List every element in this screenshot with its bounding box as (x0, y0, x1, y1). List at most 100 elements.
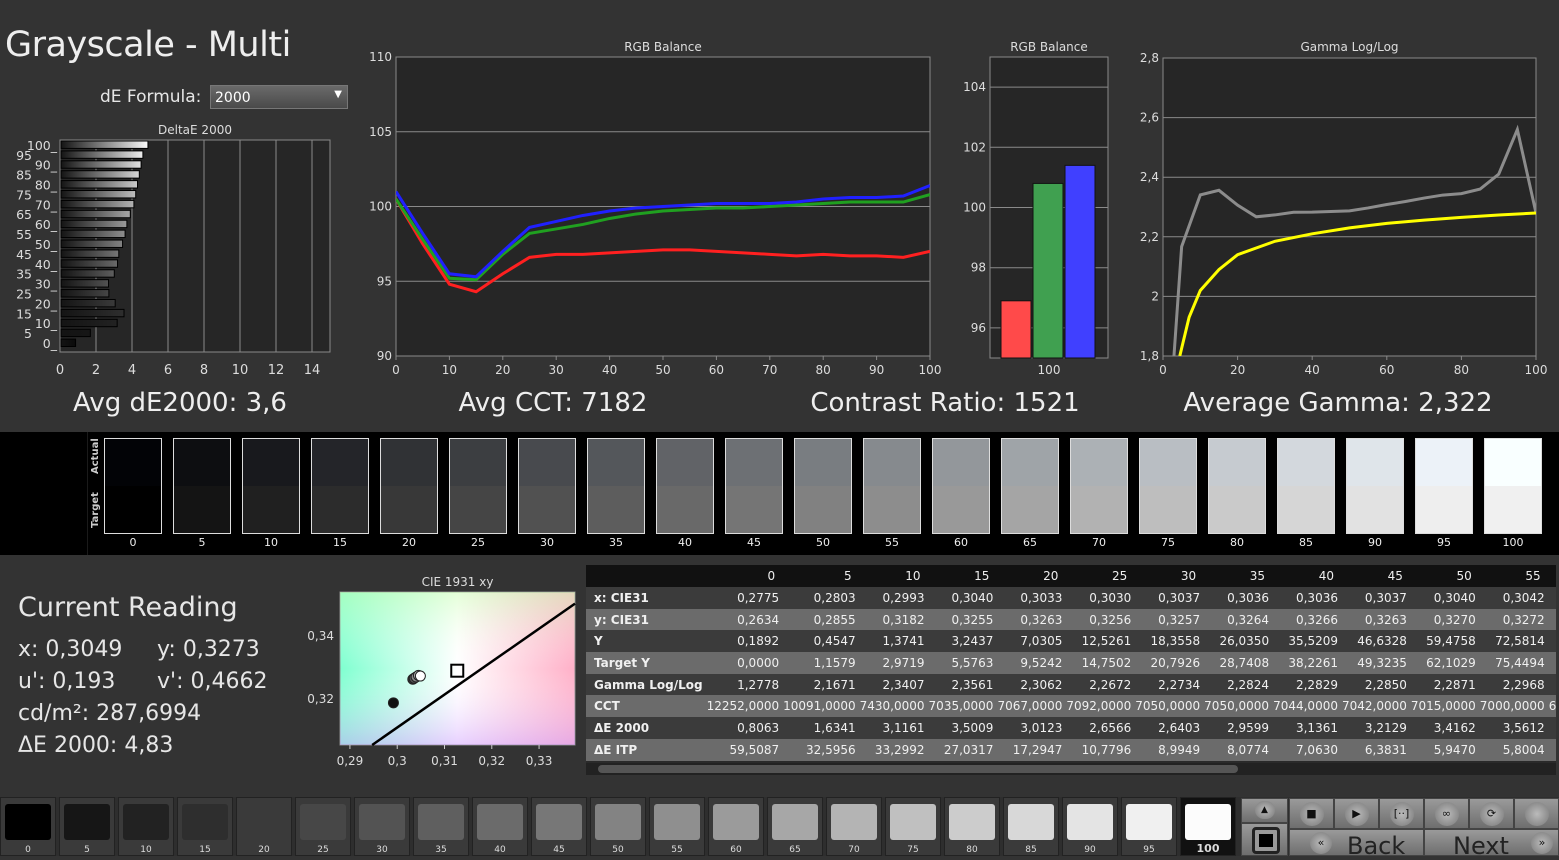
patch-button-20[interactable]: 20 (236, 797, 292, 856)
table-cell: 2,2871 (1410, 673, 1480, 696)
cie-x-tick: 0,29 (337, 754, 364, 768)
table-cell: 7042,0000 (1341, 695, 1411, 718)
deltae-bar (60, 170, 140, 179)
patch-button-35[interactable]: 35 (413, 797, 469, 856)
rgb-line-y-tick: 110 (369, 50, 392, 64)
patch-button-10[interactable]: 10 (118, 797, 174, 856)
table-row: y: CIE31 0,2634 0,2855 0,3182 0,3255 0,3263 0,… (586, 608, 1556, 631)
table-cell: 7092,0000 (1066, 695, 1136, 718)
avg-cct-summary: Avg CCT: 7182 (458, 388, 648, 418)
target-patch (450, 486, 506, 533)
swatch-40 (656, 438, 714, 534)
patch-button-75[interactable]: 75 (885, 797, 941, 856)
patch-button-95[interactable]: 95 (1121, 797, 1177, 856)
patch-label: 95 (1143, 845, 1155, 855)
refresh-icon: ⟳ (1479, 802, 1504, 826)
gamma-x-tick: 80 (1454, 363, 1469, 377)
swatch-label: 45 (747, 536, 761, 549)
patch-button-80[interactable]: 80 (944, 797, 1000, 856)
deltae-y-tick: 55 (16, 227, 32, 242)
table-cell: 7044,0000 (1273, 695, 1342, 718)
patch-button-60[interactable]: 60 (708, 797, 764, 856)
patch-color (5, 804, 51, 840)
table-cell: 27,0317 (928, 738, 998, 761)
column-header: 5 (783, 565, 860, 587)
gamma-series-line (1172, 124, 1536, 356)
patch-button-0[interactable]: 0 (0, 797, 56, 856)
back-button[interactable]: « Back (1289, 829, 1424, 860)
patch-button-5[interactable]: 5 (59, 797, 115, 856)
deltae-bar (60, 199, 135, 209)
patch-button-15[interactable]: 15 (177, 797, 233, 856)
rgb-bar (1000, 300, 1032, 359)
rgb-bar (1032, 182, 1064, 359)
table-cell: 3,1161 (859, 717, 929, 739)
refresh-button[interactable]: ⟳ (1469, 798, 1514, 829)
actual-patch (1416, 439, 1472, 486)
table-cell: 6997,0000 (1548, 695, 1556, 718)
swatch-label: 20 (402, 536, 416, 549)
gamma-x-tick: 0 (1159, 363, 1167, 377)
table-cell: 0,3257 (1135, 608, 1205, 631)
header-blank (586, 565, 707, 587)
patch-button-50[interactable]: 50 (590, 797, 646, 856)
column-header: 10 (859, 565, 929, 587)
horizontal-scrollbar[interactable] (586, 763, 1556, 775)
patch-color (182, 804, 228, 840)
column-header: 55 (1479, 565, 1549, 587)
patch-button-40[interactable]: 40 (472, 797, 528, 856)
patch-label: 35 (435, 845, 447, 855)
table-cell: 7,0305 (997, 630, 1067, 653)
avg-gamma-summary: Average Gamma: 2,322 (1183, 388, 1493, 418)
swatch-70 (1070, 438, 1128, 534)
de-formula-select[interactable]: 2000 ▼ (210, 85, 348, 109)
patch-color (477, 804, 523, 840)
table-cell: 3,5009 (928, 717, 998, 739)
deltae-y-tick: 85 (16, 168, 32, 183)
patch-label: 80 (966, 845, 978, 855)
patch-button-70[interactable]: 70 (826, 797, 882, 856)
deltae-y-tick: 50_ (35, 237, 58, 252)
reading-u: u': 0,193 (18, 669, 116, 694)
table-cell: 2,9719 (859, 652, 929, 674)
blank-button[interactable] (1514, 798, 1559, 829)
patch-color (64, 804, 110, 840)
table-cell: 75,4494 (1479, 652, 1549, 674)
bracket-button[interactable]: [··] (1379, 798, 1424, 829)
actual-patch (933, 439, 989, 486)
patch-button-30[interactable]: 30 (354, 797, 410, 856)
target-patch (1140, 486, 1196, 533)
patch-color (713, 804, 759, 840)
reading-v: v': 0,4662 (157, 669, 268, 694)
deltae-y-tick: 25 (16, 286, 32, 301)
patch-button-25[interactable]: 25 (295, 797, 351, 856)
deltae-y-tick: 45 (16, 247, 32, 262)
swatch-35 (587, 438, 645, 534)
patch-button-90[interactable]: 90 (1062, 797, 1118, 856)
patch-button-100[interactable]: 100 (1180, 797, 1236, 856)
table-cell: 9,5242 (997, 652, 1067, 674)
table-cell: 14,7502 (1066, 652, 1136, 674)
swatch-label: 15 (333, 536, 347, 549)
row-label: y: CIE31 (586, 608, 707, 631)
actual-patch (381, 439, 437, 486)
table-row: ΔE ITP 59,5087 32,5956 33,2992 27,0317 17,294… (586, 738, 1556, 761)
target-patch (174, 486, 230, 533)
scrollbar-thumb[interactable] (598, 765, 1238, 773)
patch-button-55[interactable]: 55 (649, 797, 705, 856)
patch-button-65[interactable]: 65 (767, 797, 823, 856)
column-header: 20 (997, 565, 1067, 587)
patch-color (831, 804, 877, 840)
patch-label: 30 (376, 845, 388, 855)
patch-button-45[interactable]: 45 (531, 797, 587, 856)
scroll-up-button[interactable]: ▲ (1241, 798, 1288, 823)
patch-button-85[interactable]: 85 (1003, 797, 1059, 856)
table-cell: 6,3831 (1341, 738, 1411, 761)
play-button[interactable]: ▶ (1334, 798, 1379, 829)
rgb-line-x-tick: 10 (442, 363, 457, 377)
stop-measure-button[interactable] (1241, 823, 1288, 856)
infinity-button[interactable]: ∞ (1424, 798, 1469, 829)
stop-button[interactable]: ■ (1289, 798, 1334, 829)
table-row: Target Y 0,0000 1,1579 2,9719 5,5763 9,5242 14… (586, 652, 1556, 674)
next-button[interactable]: Next » (1424, 829, 1559, 860)
